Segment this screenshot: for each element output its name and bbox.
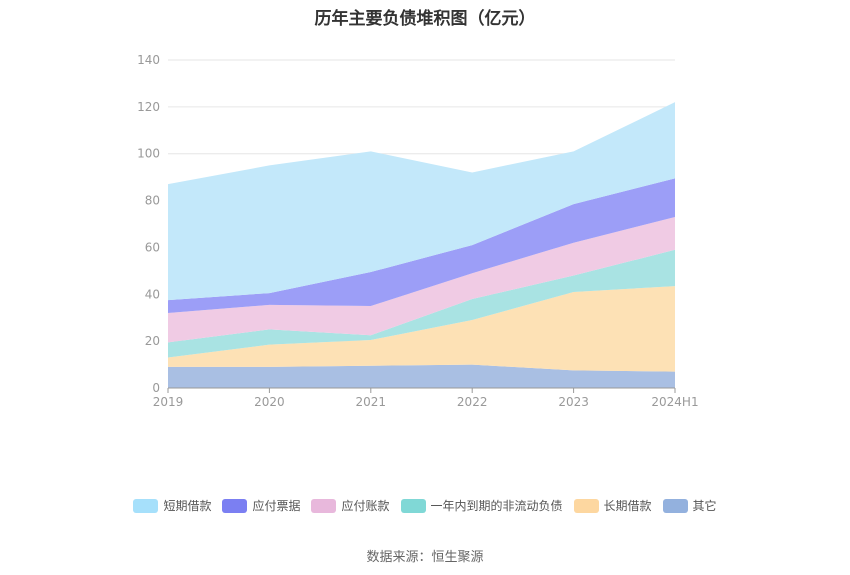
legend-label: 长期借款	[603, 499, 652, 513]
y-tick-label: 20	[145, 334, 160, 348]
area-series	[168, 102, 675, 301]
x-tick-label: 2024H1	[651, 395, 698, 409]
legend-swatch	[222, 498, 248, 513]
legend-label: 一年内到期的非流动负债	[430, 499, 563, 513]
legend-swatch	[573, 498, 599, 513]
legend-swatch	[662, 498, 688, 513]
legend-item[interactable]: 其它	[662, 497, 717, 514]
y-tick-label: 0	[152, 381, 160, 395]
y-tick-label: 120	[137, 100, 160, 114]
legend-label: 应付账款	[341, 499, 390, 513]
legend-item[interactable]: 短期借款	[133, 497, 211, 514]
y-tick-label: 60	[145, 240, 160, 254]
area-series	[168, 286, 675, 372]
x-tick-label: 2023	[558, 395, 589, 409]
x-tick-label: 2019	[153, 395, 184, 409]
area-series	[168, 178, 675, 314]
area-series	[168, 364, 675, 388]
legend-label: 其它	[692, 499, 717, 513]
legend-item[interactable]: 应付票据	[222, 497, 300, 514]
x-tick-label: 2022	[457, 395, 488, 409]
y-tick-label: 100	[137, 147, 160, 161]
legend-item[interactable]: 长期借款	[573, 497, 652, 514]
area-series	[168, 249, 675, 358]
legend-label: 短期借款	[163, 499, 212, 513]
y-tick-label: 140	[137, 53, 160, 67]
x-tick-label: 2020	[254, 395, 285, 409]
data-source-note: 数据来源：恒生聚源	[366, 550, 484, 565]
legend-item[interactable]: 应付账款	[311, 497, 390, 514]
legend-label: 应付票据	[252, 499, 301, 513]
chart-title: 历年主要负债堆积图（亿元）	[314, 9, 536, 29]
legend-swatch	[311, 498, 337, 513]
stacked-area-chart: 0 20 40 60 80 100 120 140 2019 2020 2021 2022 2023 20…	[137, 53, 699, 409]
x-tick-label: 2021	[356, 395, 387, 409]
legend-swatch	[133, 498, 159, 513]
chart-legend: 短期借款 应付票据 应付账款 一年内到期的非流动负债 长期借款 其它	[0, 497, 850, 514]
y-tick-label: 80	[145, 194, 160, 208]
y-tick-label: 40	[145, 287, 160, 301]
legend-item[interactable]: 一年内到期的非流动负债	[400, 497, 563, 514]
area-series	[168, 216, 675, 343]
legend-swatch	[400, 498, 426, 513]
